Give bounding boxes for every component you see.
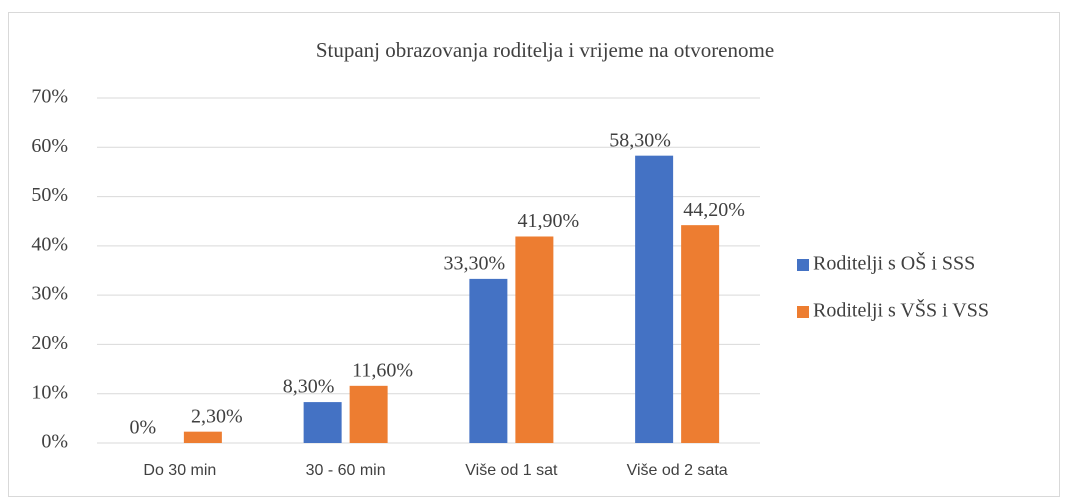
legend-label: Roditelji s VŠS i VSS [813,298,989,322]
y-tick-label: 30% [31,283,68,305]
x-tick-label: 30 - 60 min [306,462,386,479]
bar [681,225,720,443]
y-tick-label: 60% [31,135,68,157]
data-label: 8,30% [283,376,335,398]
bar [469,278,508,443]
data-label: 11,60% [352,359,413,381]
bar [635,155,674,443]
x-tick-label: Do 30 min [143,462,216,479]
legend-swatch [797,306,809,318]
bar [183,431,222,443]
data-label: 58,30% [609,129,671,151]
data-label: 41,90% [518,210,580,232]
y-tick-label: 0% [41,431,68,453]
x-tick-label: Više od 2 sata [627,462,728,479]
y-tick-label: 70% [31,86,68,108]
y-tick-label: 40% [31,233,68,255]
x-tick-label: Više od 1 sat [465,462,558,479]
y-tick-label: 50% [31,184,68,206]
data-label: 44,20% [683,199,745,221]
bar [349,385,388,443]
data-label: 33,30% [444,252,506,274]
legend-label: Roditelji s OŠ i SSS [813,251,975,275]
data-label: 2,30% [191,405,243,427]
data-label: 0% [130,417,157,439]
chart-title: Stupanj obrazovanja roditelja i vrijeme … [316,38,774,62]
legend-swatch [797,259,809,271]
y-tick-label: 10% [31,381,68,403]
bar [303,402,342,443]
y-tick-label: 20% [31,332,68,354]
bar [515,236,554,443]
